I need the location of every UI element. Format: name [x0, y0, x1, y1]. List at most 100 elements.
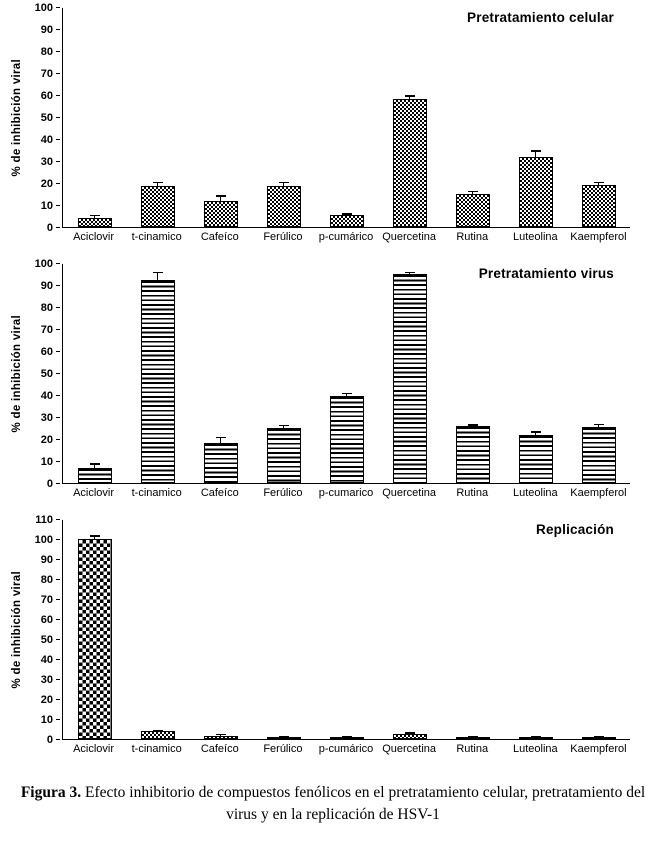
y-axis-title-text: % de inhibición viral	[11, 315, 23, 433]
y-axis-title: % de inhibición viral	[6, 8, 28, 228]
bar	[77, 467, 112, 483]
bar	[203, 736, 238, 739]
x-tick-label: Aciclovir	[73, 487, 115, 499]
bar	[329, 396, 364, 483]
bar	[518, 737, 553, 739]
bar	[518, 156, 553, 227]
x-axis-labels: Aciclovir t-cinamico Cafeíco Ferúlico p-cumá…	[62, 228, 630, 244]
error-bar	[215, 195, 226, 203]
y-tick-label: 50	[40, 634, 61, 646]
x-tick-label: p-cumárico	[318, 743, 374, 755]
bar	[266, 186, 301, 227]
error-bar-stem	[471, 190, 474, 196]
bar	[581, 426, 616, 483]
chart-body: % de inhibición viral 0 10 20 30 40 50 60 70 80 9…	[0, 2, 666, 234]
x-tick-label: Ferúlico	[263, 487, 303, 499]
x-tick-label: Quercetina	[382, 743, 436, 755]
bar	[392, 734, 427, 739]
plot-area: Pretratamiento celular	[62, 8, 630, 228]
error-bar	[152, 181, 163, 189]
bar-slot	[252, 8, 315, 227]
x-tick-label: Ferúlico	[263, 743, 303, 755]
x-tick-label: Luteolina	[512, 231, 558, 243]
chart-title: Replicación	[536, 522, 614, 537]
bar-slot	[315, 520, 378, 739]
x-tick-label: Kaempferol	[570, 231, 627, 243]
y-axis-title: % de inhibición viral	[6, 264, 28, 484]
error-bar	[278, 424, 289, 430]
bar	[455, 194, 490, 227]
y-tick-label: 70	[40, 68, 61, 80]
x-tick-label: Cafeíco	[200, 231, 239, 243]
y-tick-label: 70	[40, 594, 61, 606]
bar-slot	[126, 8, 189, 227]
x-tick-label: Kaempferol	[570, 487, 627, 499]
y-tick-label: 10	[40, 456, 61, 468]
error-bar	[530, 150, 541, 159]
error-bar-stem	[219, 195, 222, 203]
error-bar	[278, 181, 289, 189]
chart-title: Pretratamiento virus	[478, 266, 614, 281]
bar-slot	[441, 520, 504, 740]
x-tick-label: Cafeíco	[200, 743, 239, 755]
error-bar	[152, 271, 163, 282]
bar-slot	[315, 264, 378, 483]
error-bar	[89, 535, 100, 541]
bar-slot	[252, 520, 315, 739]
y-tick-label: 40	[40, 390, 61, 402]
error-bar-stem	[156, 271, 159, 282]
bar-slot	[315, 8, 378, 227]
error-bar-stem	[219, 733, 222, 738]
error-bar-stem	[534, 150, 537, 159]
y-tick-label: 100	[34, 258, 61, 270]
bar	[329, 214, 364, 227]
error-bar	[404, 271, 415, 276]
x-tick-label: Rutina	[456, 231, 489, 243]
chart-body: % de inhibición viral 0 10 20 30 40 50 60 70 80 9…	[0, 258, 666, 490]
x-tick-label: Ferúlico	[263, 231, 303, 243]
bar-slot	[252, 264, 315, 483]
y-tick-label: 80	[40, 302, 61, 314]
figure-caption: Figura 3. Efecto inhibitorio de compuest…	[0, 782, 666, 827]
bar-slot	[504, 8, 567, 227]
bar	[140, 279, 175, 483]
y-tick-label: 100	[34, 534, 61, 546]
x-tick-label: Luteolina	[512, 487, 558, 499]
x-tick-label: t-cinamico	[131, 487, 182, 499]
bar	[77, 539, 112, 739]
bar	[203, 443, 238, 483]
error-bar-stem	[408, 271, 411, 276]
chart-replicacion: % de inhibición viral 0 10 20 30 40 50 60 70 80 9…	[0, 514, 666, 756]
error-bar	[89, 214, 100, 221]
bar	[77, 218, 112, 227]
bar	[392, 99, 427, 227]
x-tick-label: Luteolina	[512, 743, 558, 755]
error-bar-stem	[93, 535, 96, 541]
bar-slot	[378, 264, 441, 483]
x-tick-label: Kaempferol	[570, 743, 627, 755]
x-tick-label: Rutina	[456, 743, 489, 755]
y-tick-label: 90	[40, 280, 61, 292]
bar-slot	[441, 8, 504, 227]
chart-title: Pretratamiento celular	[467, 10, 614, 25]
x-tick-label: Cafeíco	[200, 487, 239, 499]
bar-slot	[567, 264, 630, 483]
bar	[140, 186, 175, 227]
error-bar	[593, 423, 604, 429]
y-tick-label: 80	[40, 574, 61, 586]
error-bar-stem	[345, 392, 348, 399]
error-bar	[215, 436, 226, 446]
figure-caption-text: Efecto inhibitorio de compuestos fenólic…	[84, 784, 646, 824]
chart-pretratamiento-celular: % de inhibición viral 0 10 20 30 40 50 60 70 80 9…	[0, 2, 666, 244]
bar-slot	[504, 520, 567, 740]
y-tick-label: 90	[40, 24, 61, 36]
y-tick-label: 40	[40, 654, 61, 666]
y-tick-label: 40	[40, 134, 61, 146]
error-bar-stem	[156, 181, 159, 189]
plot-area: Pretratamiento virus	[62, 264, 630, 484]
bar	[581, 736, 616, 739]
error-bar	[530, 431, 541, 437]
error-bar-stem	[408, 95, 411, 102]
bar-slot	[378, 8, 441, 227]
